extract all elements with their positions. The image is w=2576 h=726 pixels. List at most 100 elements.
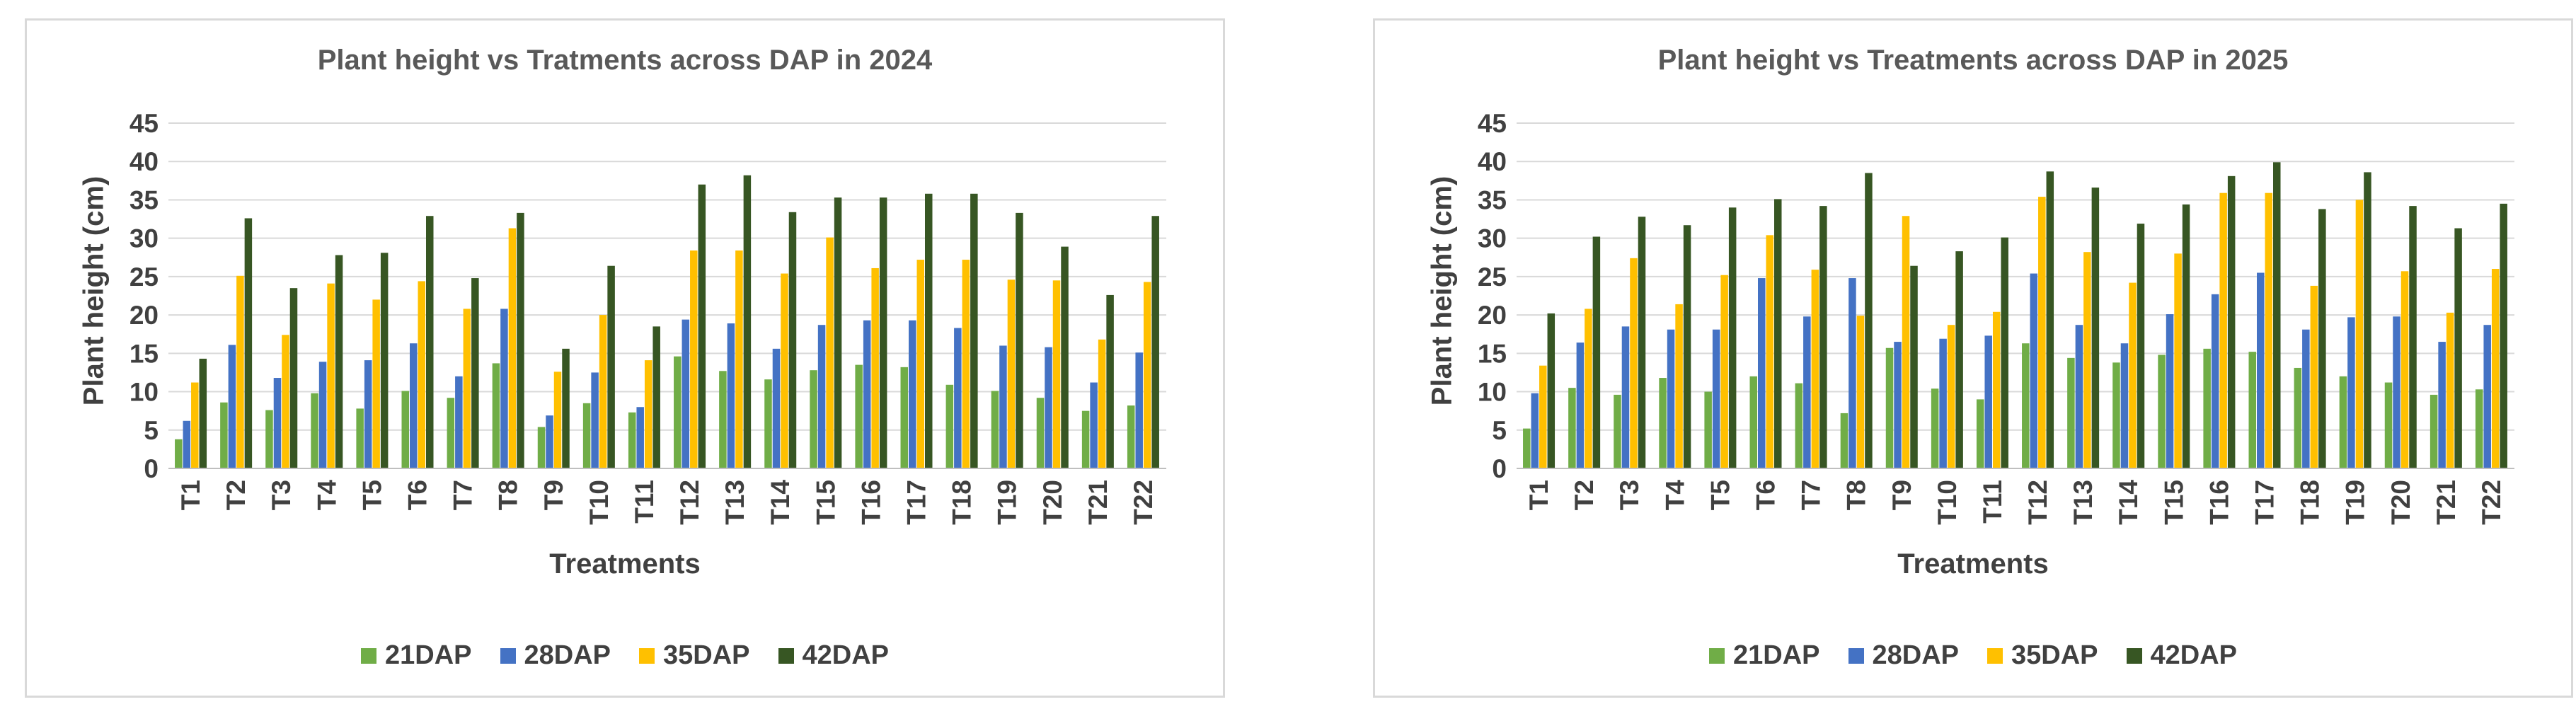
bar-42dap-t4 (335, 255, 343, 468)
bar-21dap-t4 (1659, 378, 1667, 468)
bar-21dap-t12 (674, 356, 682, 468)
bar-21dap-t10 (1931, 388, 1939, 468)
x-tick-label: T20 (1038, 480, 1067, 525)
bar-28dap-t18 (2302, 329, 2310, 468)
legend-item-35dap: 35DAP (639, 640, 750, 671)
bar-35dap-t1 (191, 382, 199, 468)
bar-42dap-t15 (834, 197, 842, 468)
y-tick-label: 5 (144, 416, 159, 445)
x-tick-label: T4 (312, 480, 341, 511)
bar-35dap-t12 (690, 250, 698, 468)
x-tick-label: T11 (630, 480, 659, 524)
bar-28dap-t2 (228, 345, 236, 468)
bar-42dap-t22 (2500, 203, 2507, 468)
bar-42dap-t6 (1774, 199, 1782, 468)
bar-28dap-t8 (500, 309, 508, 468)
x-tick-label: T16 (2204, 480, 2233, 525)
legend-swatch (778, 647, 794, 664)
x-tick-label: T8 (494, 480, 523, 510)
bar-28dap-t7 (1803, 316, 1811, 468)
bar-28dap-t17 (909, 320, 916, 468)
bar-42dap-t17 (2273, 162, 2281, 468)
bar-21dap-t6 (401, 391, 409, 468)
bar-35dap-t4 (327, 283, 335, 468)
bar-21dap-t13 (719, 371, 727, 468)
chart-panel-2025: Plant height vs Treatments across DAP in… (1373, 18, 2573, 698)
bar-35dap-t10 (599, 315, 607, 468)
bar-42dap-t5 (380, 253, 389, 468)
bar-21dap-t21 (1081, 410, 1090, 468)
chart-plot-area: 0 5 10 15 20 25 30 35 40 45 T1 T2 T3 T4 T5 T6 T7 T8 T9 T10 T… (1478, 109, 2514, 525)
bar-42dap-t10 (1955, 251, 1963, 468)
bar-35dap-t7 (1811, 270, 1819, 468)
bar-28dap-t22 (2483, 325, 2491, 468)
bar-42dap-t12 (2046, 171, 2054, 468)
bar-42dap-t1 (1547, 313, 1556, 468)
x-tick-label: T13 (2069, 480, 2098, 525)
legend-label: 42DAP (802, 640, 890, 670)
bar-28dap-t13 (2075, 325, 2083, 468)
legend-swatch (361, 647, 376, 664)
bar-42dap-t5 (1728, 207, 1737, 468)
bar-28dap-t21 (1090, 382, 1098, 468)
bar-35dap-t5 (372, 299, 380, 468)
x-tick-label: T10 (585, 480, 614, 525)
bar-42dap-t9 (562, 348, 570, 468)
bar-42dap-t19 (1016, 212, 1023, 468)
bar-21dap-t15 (810, 370, 817, 468)
bar-28dap-t16 (863, 320, 871, 468)
bar-42dap-t8 (517, 212, 524, 468)
x-tick-label: T5 (1706, 480, 1735, 510)
x-tick-label: T3 (1615, 480, 1644, 510)
y-tick-label: 10 (130, 378, 159, 407)
bar-42dap-t18 (970, 193, 978, 468)
y-tick-label: 10 (1478, 378, 1507, 407)
bar-28dap-t10 (591, 372, 599, 468)
bar-35dap-t18 (962, 260, 970, 468)
bar-28dap-t10 (1939, 338, 1947, 468)
bar-35dap-t22 (2491, 269, 2500, 468)
y-tick-label: 45 (130, 109, 159, 138)
x-tick-label: T7 (1797, 480, 1826, 510)
bar-35dap-t17 (916, 260, 924, 468)
legend: 21DAP 28DAP 35DAP 42DAP (27, 640, 1223, 671)
y-tick-label: 30 (130, 224, 159, 253)
bar-35dap-t14 (2129, 282, 2137, 468)
bar-35dap-t20 (1052, 280, 1061, 468)
x-tick-label: T12 (675, 480, 704, 525)
bar-28dap-t4 (1667, 329, 1675, 468)
bar-42dap-t13 (2091, 188, 2100, 468)
bar-28dap-t12 (2030, 273, 2038, 468)
bar-21dap-t16 (2203, 348, 2211, 468)
chart-title: Plant height vs Treatments across DAP in… (1657, 45, 2289, 76)
bar-35dap-t6 (1766, 235, 1773, 468)
legend-item-28dap: 28DAP (1848, 640, 1960, 671)
x-tick-label: T6 (403, 480, 432, 510)
bar-21dap-t13 (2067, 357, 2075, 468)
bar-21dap-t1 (175, 439, 183, 468)
bar-21dap-t16 (855, 364, 863, 468)
bar-42dap-t3 (289, 288, 298, 468)
bar-21dap-t1 (1523, 428, 1531, 468)
bar-42dap-t16 (2227, 175, 2236, 468)
bar-42dap-t9 (1910, 265, 1918, 468)
bar-28dap-t11 (1984, 335, 1992, 468)
legend-label: 28DAP (1872, 640, 1960, 670)
y-tick-label: 0 (1492, 454, 1507, 483)
x-axis-label: Treatments (1897, 548, 2049, 580)
bar-28dap-t17 (2257, 272, 2265, 468)
bar-28dap-t9 (546, 415, 553, 468)
bar-35dap-t19 (2355, 200, 2364, 468)
bar-42dap-t20 (1061, 246, 1069, 468)
bar-28dap-t1 (1531, 393, 1539, 468)
bar-21dap-t6 (1749, 376, 1757, 468)
x-tick-label: T18 (948, 480, 977, 525)
bar-28dap-t14 (2120, 343, 2129, 468)
bar-21dap-t19 (2339, 376, 2347, 468)
y-tick-label: 35 (130, 185, 159, 214)
bar-28dap-t11 (636, 407, 644, 468)
bar-35dap-t13 (2083, 252, 2091, 468)
legend-label: 35DAP (2011, 640, 2098, 670)
legend-label: 21DAP (1733, 640, 1820, 670)
bar-42dap-t2 (244, 218, 253, 468)
